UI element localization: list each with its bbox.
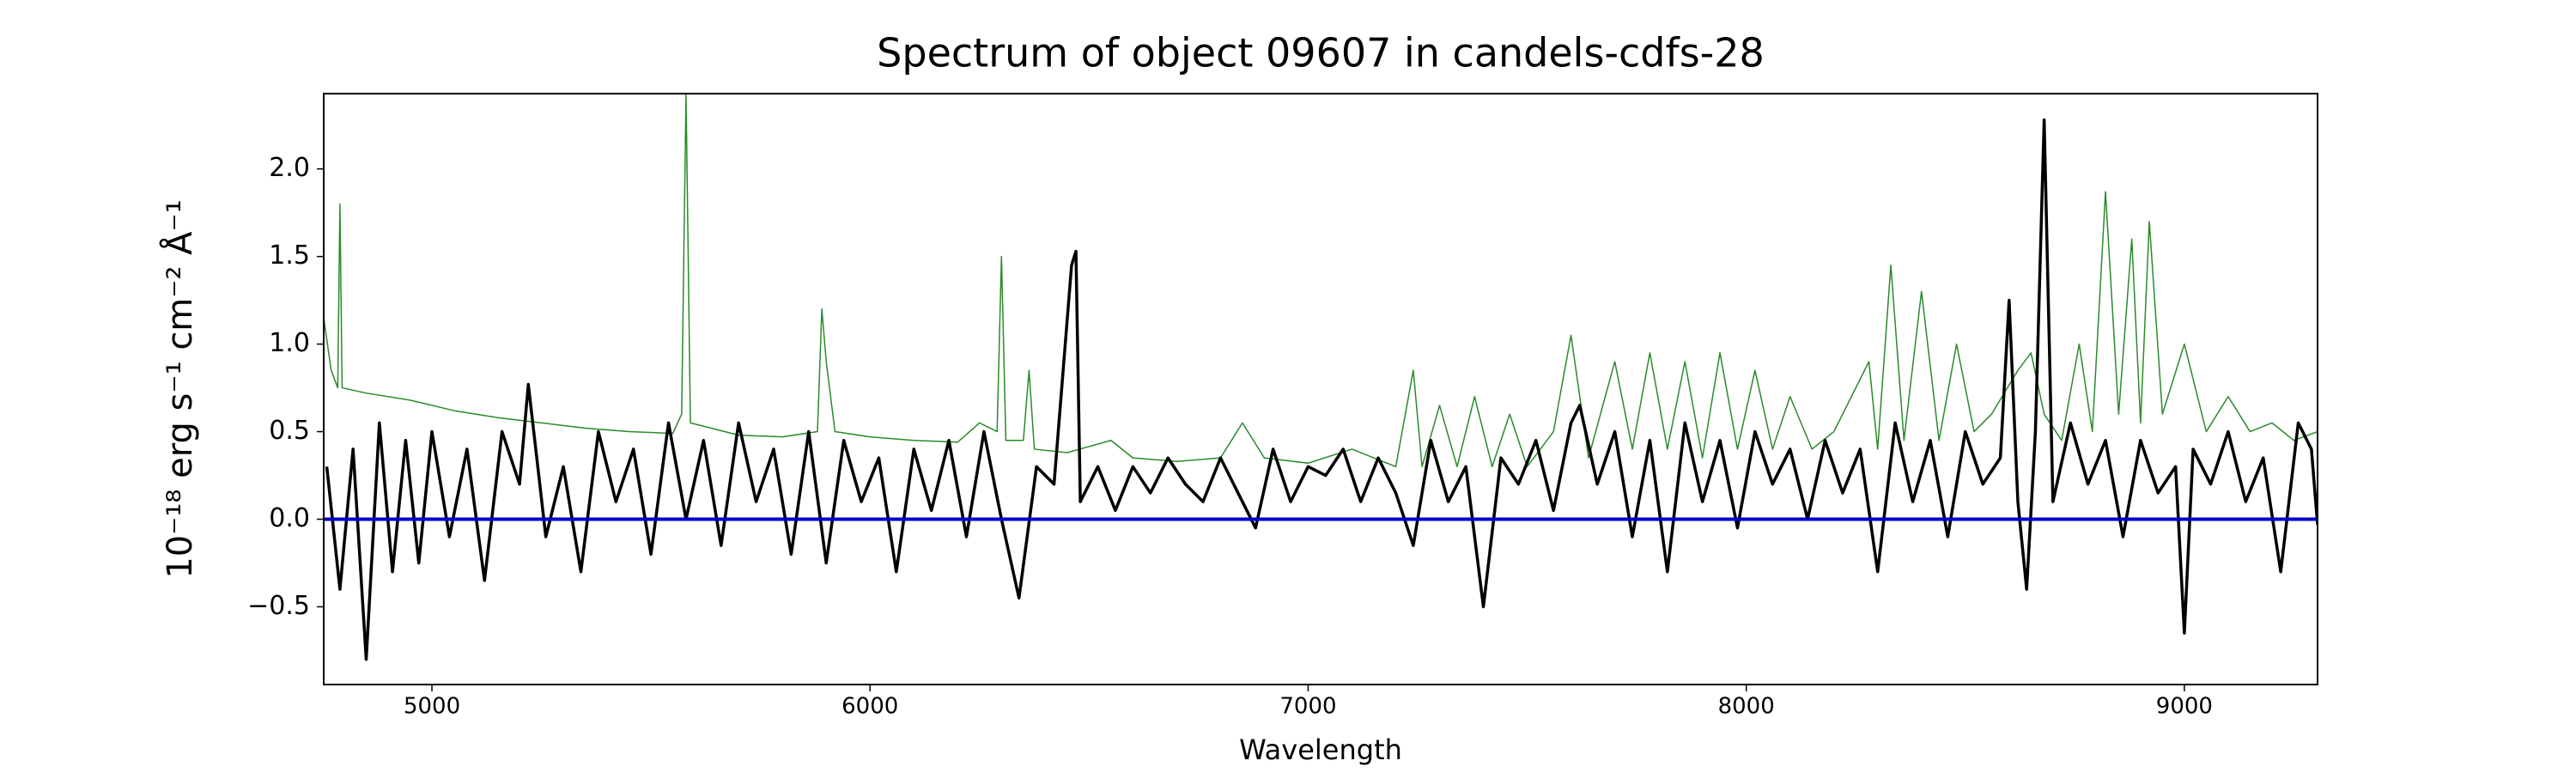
x-tick-label: 9000 [2156, 694, 2213, 720]
chart-title: Spectrum of object 09607 in candels-cdfs… [877, 30, 1765, 76]
plot-area [324, 94, 2318, 661]
y-tick-label: 0.5 [269, 416, 310, 446]
plot-frame [323, 93, 2318, 685]
y-tick-label: 1.5 [269, 240, 310, 271]
x-tick-label: 6000 [841, 694, 898, 720]
y-tick-label: 0.0 [269, 503, 310, 533]
y-tick-label: −0.5 [247, 591, 310, 621]
y-tick-label: 2.0 [269, 153, 310, 183]
x-tick-label: 8000 [1718, 694, 1775, 720]
spectrum-line [324, 94, 2318, 468]
y-tick-label: 1.0 [269, 328, 310, 358]
spectrum-line [325, 118, 2318, 661]
x-tick-label: 5000 [404, 694, 460, 720]
x-tick-label: 7000 [1279, 694, 1336, 720]
y-axis-label: 10⁻¹⁸ erg s⁻¹ cm⁻² Å⁻¹ [159, 199, 200, 578]
x-axis-label: Wavelength [1239, 733, 1402, 766]
